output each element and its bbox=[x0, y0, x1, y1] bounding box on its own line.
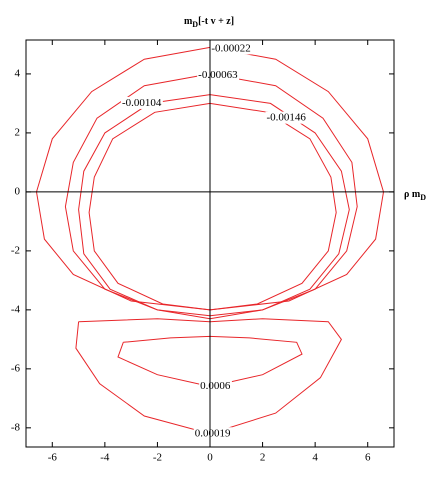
y-tick-label: 0 bbox=[15, 185, 21, 197]
x-tick-label: 4 bbox=[312, 452, 318, 464]
contour-label-bg bbox=[199, 380, 232, 393]
x-tick-label: 2 bbox=[260, 452, 266, 464]
contour-label: -0.00022 bbox=[211, 42, 250, 54]
title-rest: [-t v + z] bbox=[198, 16, 234, 27]
y-tick-label: -6 bbox=[11, 362, 21, 374]
contour-label-bg bbox=[265, 111, 308, 124]
y-tick-label: 4 bbox=[15, 67, 21, 79]
title-base: m bbox=[184, 16, 193, 27]
x-label-base: ρ m bbox=[404, 189, 421, 200]
y-tick-label: -2 bbox=[11, 244, 20, 256]
contour-label: 0.00019 bbox=[195, 427, 231, 439]
contour-label-bg bbox=[210, 42, 252, 55]
x-label-sub: D bbox=[420, 193, 426, 202]
title-sub: D bbox=[192, 20, 198, 29]
y-tick-label: 2 bbox=[15, 126, 21, 138]
contour-line bbox=[117, 335, 303, 388]
contour-label: 0.0006 bbox=[200, 380, 231, 392]
contour-label: -0.00063 bbox=[198, 69, 238, 81]
contour-label-bg bbox=[193, 427, 233, 440]
contour-label: -0.00146 bbox=[267, 112, 307, 124]
x-tick-label: 6 bbox=[365, 452, 371, 464]
contour-label-bg bbox=[120, 96, 163, 109]
contour-label-bg bbox=[197, 68, 240, 81]
x-tick-label: -2 bbox=[153, 452, 162, 464]
y-tick-label: -8 bbox=[11, 421, 21, 433]
x-tick-label: -6 bbox=[48, 452, 58, 464]
y-tick-label: -4 bbox=[11, 303, 21, 315]
x-axis-label: ρ mD bbox=[404, 189, 426, 202]
x-tick-label: -4 bbox=[100, 452, 110, 464]
contour-label: -0.00104 bbox=[122, 97, 162, 109]
x-tick-label: 0 bbox=[207, 452, 213, 464]
chart-title: mD[-t v + z] bbox=[184, 16, 234, 29]
